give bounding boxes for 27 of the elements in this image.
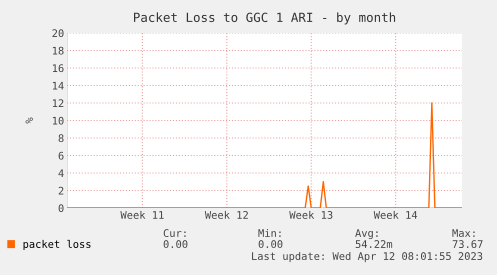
text: 0.00 <box>164 240 188 248</box>
x-tick-label: Week 12 <box>204 210 248 219</box>
legend-label: packet loss <box>24 240 91 250</box>
text: Max: <box>452 229 475 238</box>
text: 0.00 <box>258 240 282 248</box>
y-axis-title: % <box>26 118 33 124</box>
text: Min: <box>258 228 281 237</box>
y-tick-label: 2 <box>58 186 64 194</box>
text: Last update: Wed Apr 12 08:01:55 2023 <box>252 252 482 262</box>
y-tick-label: 14 <box>52 82 64 90</box>
y-tick-label: 8 <box>58 134 64 142</box>
text: Avg: <box>355 229 378 240</box>
chart-title: Packet Loss to GGC 1 ARI - by month <box>134 12 396 24</box>
text: 73.67 <box>452 240 483 248</box>
text: Cur: <box>164 229 186 238</box>
y-tick-label: 16 <box>52 64 64 72</box>
text: 54.22m <box>356 240 392 248</box>
x-tick-label: Week 14 <box>374 210 418 219</box>
x-tick-label: Week 13 <box>289 210 332 219</box>
y-tick-label: 20 <box>52 29 64 38</box>
y-tick-label: 10 <box>52 116 64 125</box>
y-tick-label: 4 <box>58 169 64 177</box>
y-tick-label: 12 <box>52 99 64 107</box>
x-tick-label: Week 11 <box>120 210 164 219</box>
y-tick-label: 18 <box>52 46 64 55</box>
y-tick-label: 6 <box>58 152 64 160</box>
y-tick-label: 0 <box>58 204 64 212</box>
